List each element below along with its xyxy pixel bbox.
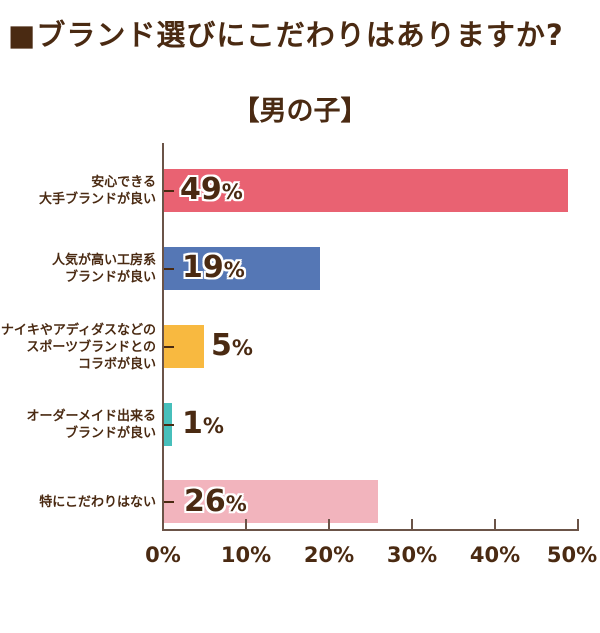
x-tick-label: 40% [469,543,521,567]
x-tick [328,519,330,530]
y-tick [164,424,174,426]
y-tick [164,268,174,270]
bar-brand-major [164,169,568,212]
category-label: 安心できる 大手ブランドが良い [38,175,156,207]
x-tick-label: 10% [220,543,272,567]
x-tick-label: 30% [386,543,438,567]
y-tick [164,190,174,192]
value-label: 49% [180,172,243,207]
category-label: オーダーメイド出来る ブランドが良い [26,409,156,441]
y-axis-line [162,143,164,530]
x-tick [162,519,164,530]
x-tick-label: 20% [303,543,355,567]
category-label: ナイキやアディダスなどの スポーツブランドとの コラボが良い [0,323,156,372]
x-tick-label: 0% [145,543,181,567]
x-tick [494,519,496,530]
category-label: 人気が高い工房系 ブランドが良い [51,253,156,285]
x-tick [245,519,247,530]
chart-subtitle: 【男の子】 [232,96,368,127]
value-label: 26% [184,484,247,519]
chart-title: ■ブランド選びにこだわりはありますか? [8,18,564,52]
y-tick [164,501,174,503]
bar-workshop-brand [164,247,320,290]
y-tick [164,346,174,348]
value-label: 5% [211,328,253,363]
value-label: 19% [182,250,245,285]
bar-no-preference [164,480,378,523]
x-tick [577,519,579,530]
x-axis-line [162,529,579,531]
x-tick-label: 50% [546,543,598,567]
x-tick [411,519,413,530]
category-label: 特にこだわりはない [39,495,156,510]
value-label: 1% [182,406,224,441]
